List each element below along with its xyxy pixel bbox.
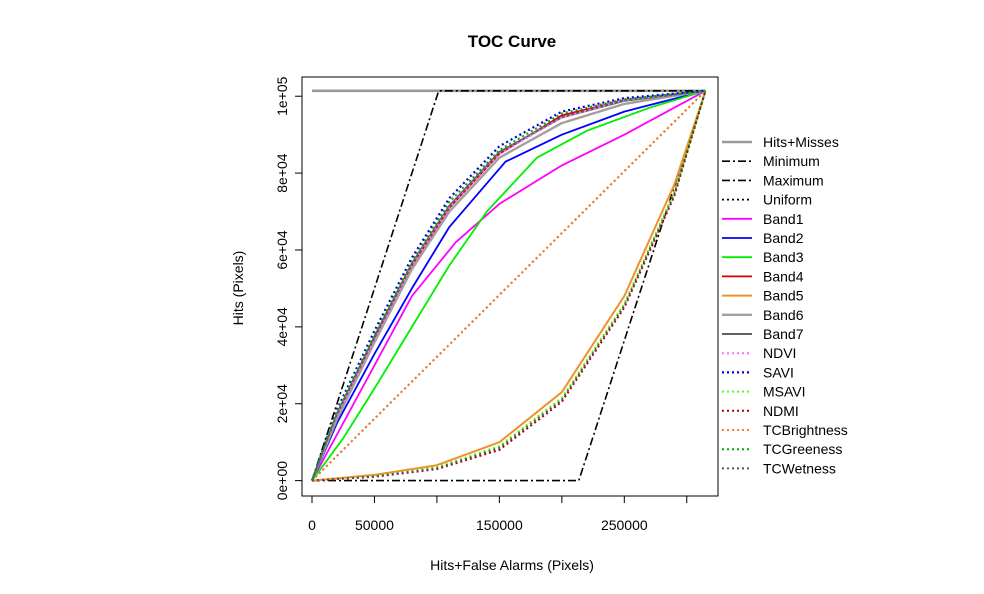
- x-axis-label: Hits+False Alarms (Pixels): [430, 557, 594, 573]
- legend-label: Band4: [763, 268, 804, 284]
- legend-label: Maximum: [763, 172, 824, 188]
- series-line-band5: [311, 90, 707, 482]
- legend-label: Uniform: [763, 192, 812, 208]
- x-axis: 0 50000 150000 250000: [308, 496, 688, 533]
- legend-label: Hits+Misses: [763, 134, 839, 150]
- y-tick-label: 4e+04: [274, 307, 290, 347]
- legend-label: NDMI: [763, 403, 799, 419]
- y-axis: 0e+00 2e+04 4e+04 6e+04 8e+04 1e+05: [274, 76, 302, 500]
- legend-label: Minimum: [763, 153, 820, 169]
- y-tick-label: 6e+04: [274, 230, 290, 270]
- y-tick-label: 1e+05: [274, 76, 290, 116]
- x-tick-label: 150000: [476, 517, 523, 533]
- plot-frame: [301, 76, 719, 497]
- series-line-tcgreeness: [311, 89, 706, 481]
- series-line-band6: [310, 89, 706, 482]
- legend-label: TCWetness: [763, 460, 836, 476]
- x-tick-label: 0: [308, 517, 316, 533]
- legend-label: NDVI: [763, 345, 796, 361]
- y-tick-label: 2e+04: [274, 384, 290, 424]
- legend-label: Band7: [763, 326, 804, 342]
- legend-label: TCBrightness: [763, 422, 848, 438]
- x-tick-label: 250000: [601, 517, 648, 533]
- chart-title: TOC Curve: [468, 32, 557, 51]
- series-line-savi: [310, 89, 706, 481]
- series-line-band3: [311, 89, 706, 482]
- series-line-ndmi: [311, 90, 707, 482]
- legend-label: Band3: [763, 249, 804, 265]
- x-tick-label: 50000: [355, 517, 394, 533]
- series-line-band2: [311, 89, 706, 481]
- legend: Hits+Misses Minimum Maximum Uniform Band1 Ban…: [722, 134, 848, 476]
- series-line-maximum: [311, 90, 706, 481]
- y-axis-label: Hits (Pixels): [230, 251, 246, 326]
- legend-label: TCGreeness: [763, 441, 842, 457]
- legend-label: Band5: [763, 288, 804, 304]
- legend-label: Band1: [763, 211, 804, 227]
- series-line-tcwetness: [311, 90, 707, 482]
- legend-label: MSAVI: [763, 384, 806, 400]
- y-tick-label: 8e+04: [274, 153, 290, 193]
- legend-label: SAVI: [763, 364, 794, 380]
- legend-label: Band6: [763, 307, 804, 323]
- series-line-tcbrightness: [311, 90, 707, 482]
- y-tick-label: 0e+00: [274, 461, 290, 501]
- series-line-band1: [311, 90, 706, 482]
- series-layer: [310, 89, 707, 482]
- legend-label: Band2: [763, 230, 804, 246]
- series-line-ndvi: [311, 89, 706, 481]
